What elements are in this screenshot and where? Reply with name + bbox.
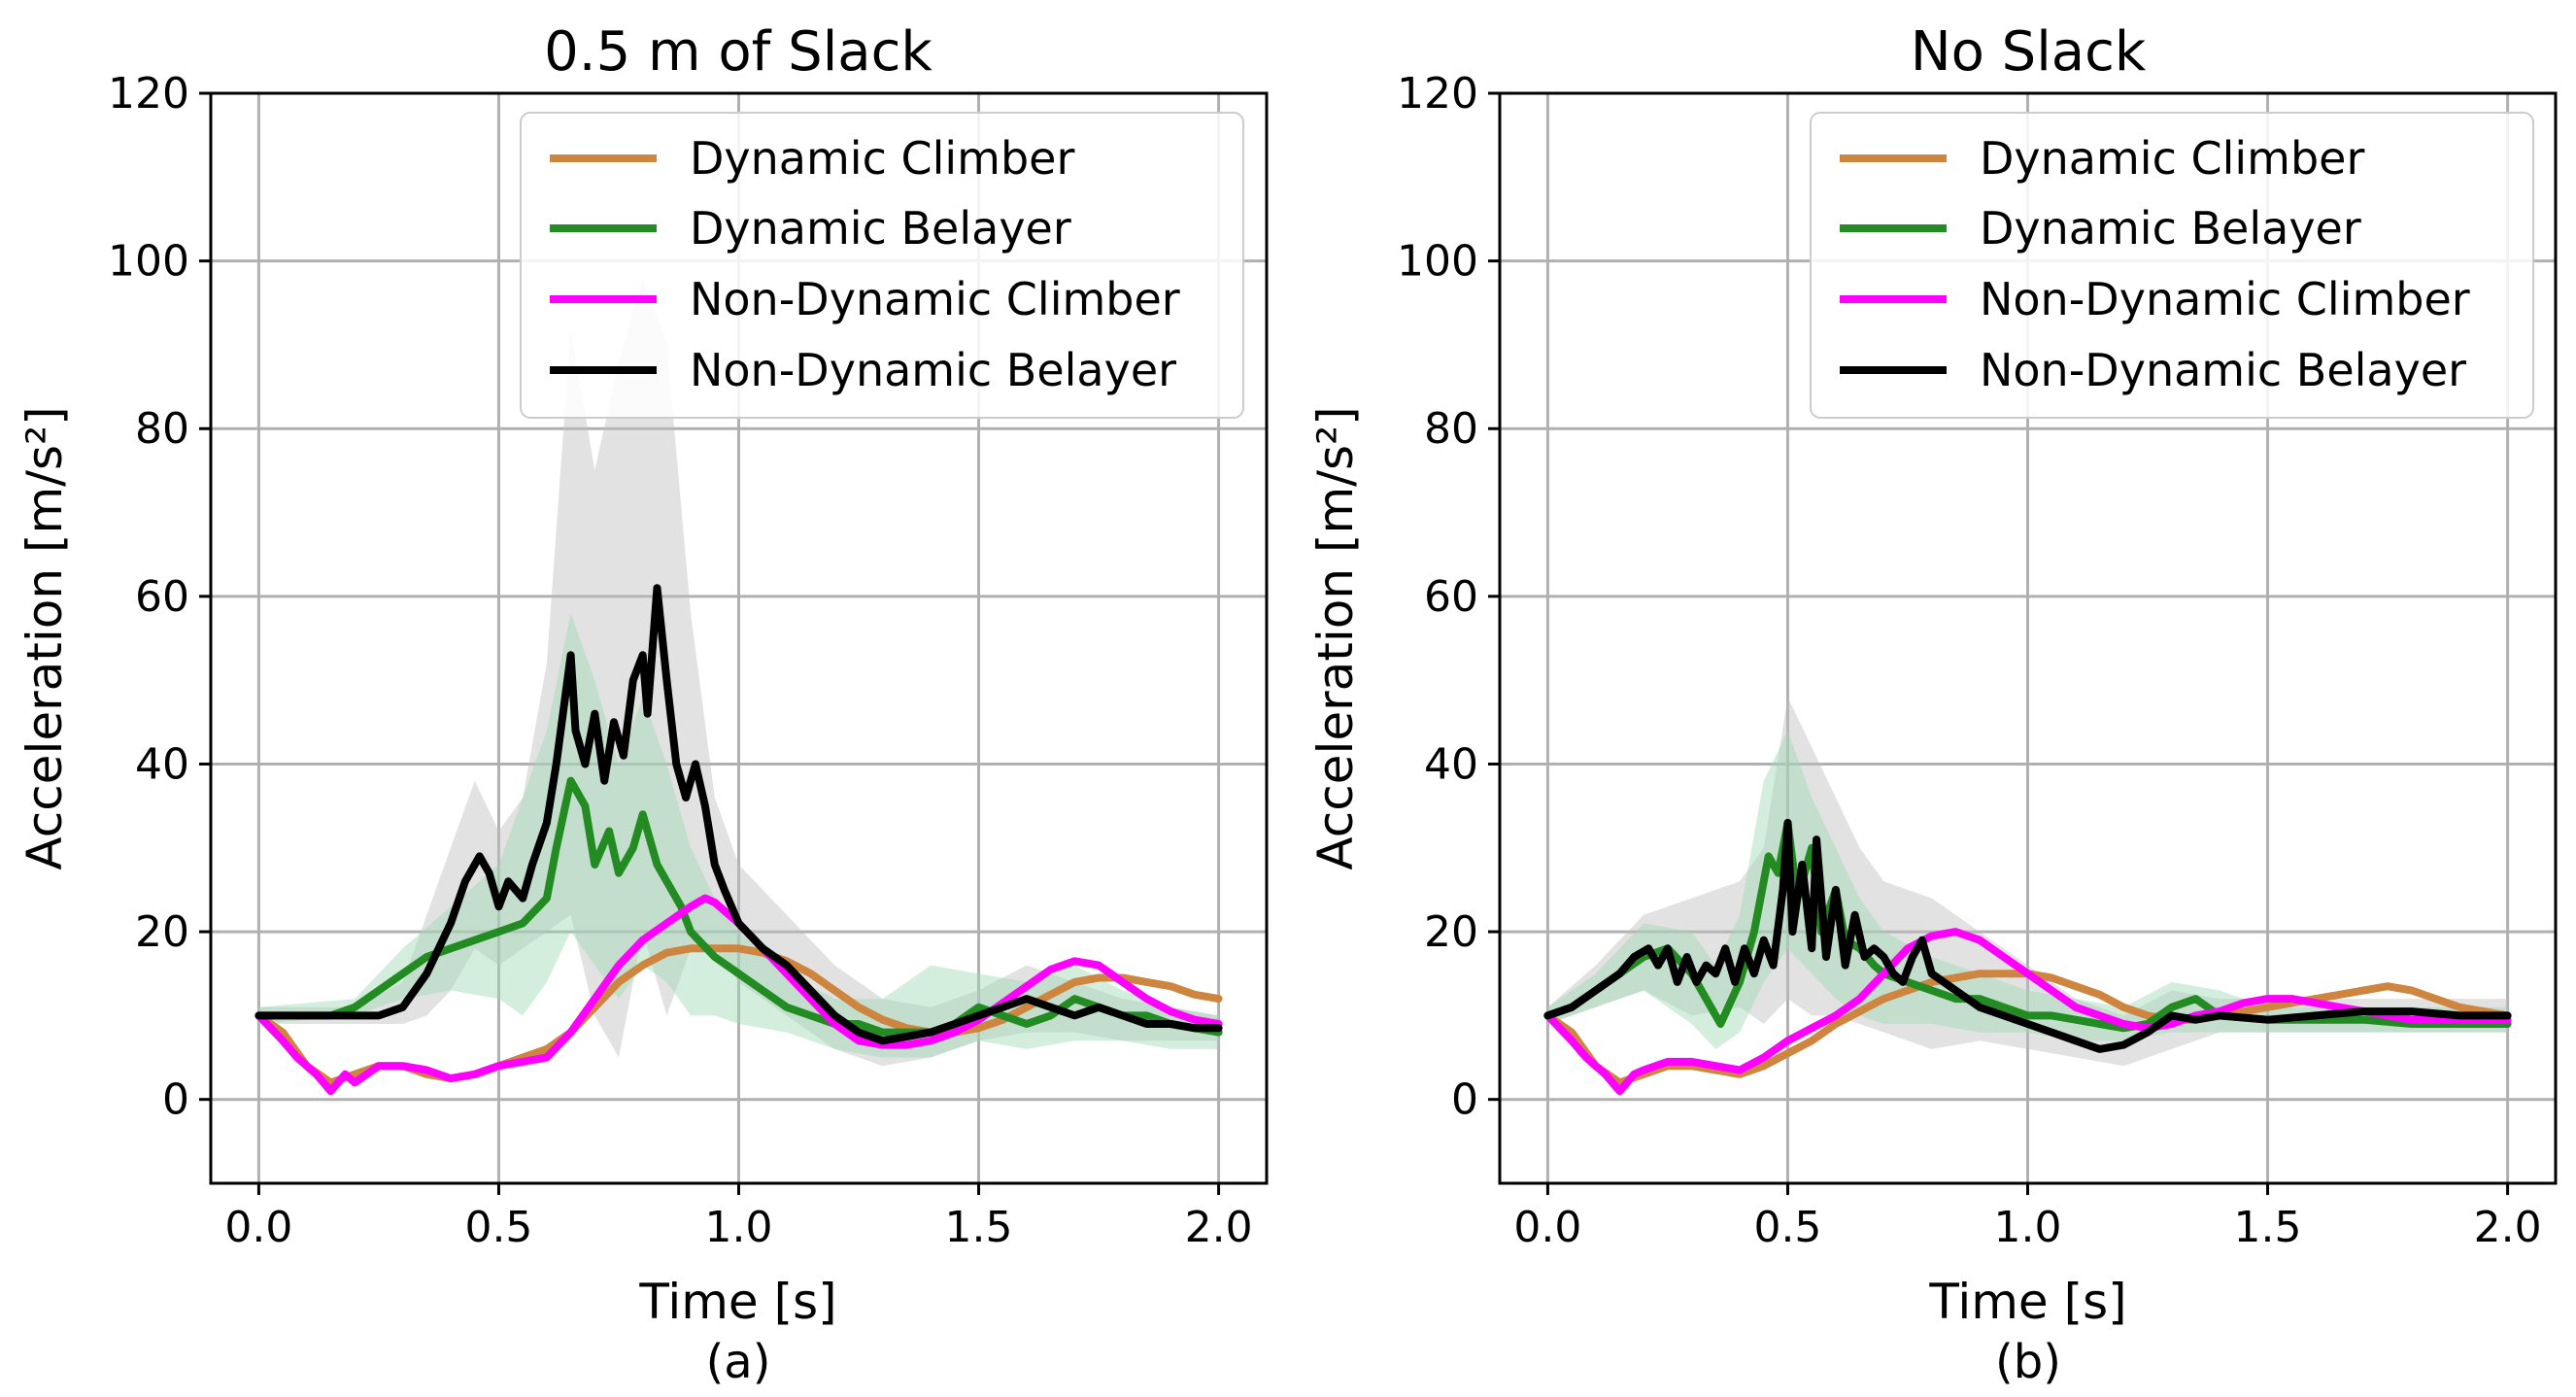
series-line-non-dynamic-belayer — [254, 584, 1223, 1045]
legend-label-non-dynamic-belayer: Non-Dynamic Belayer — [1980, 344, 2466, 396]
legend-label-dynamic-climber: Dynamic Climber — [1980, 132, 2364, 185]
legend-label-non-dynamic-climber: Non-Dynamic Climber — [1980, 273, 2470, 325]
series-line-dynamic-belayer — [254, 776, 1223, 1037]
panel-a-lines — [254, 584, 1223, 1096]
panel-a-x-axis-label: Time [s] — [638, 1274, 836, 1330]
band-dynamic-belayer — [258, 613, 1219, 1058]
x-tick-label: 0.5 — [464, 1203, 532, 1252]
panel-b-y-axis-label: Acceleration [m/s²] — [1307, 406, 1364, 869]
y-tick-label: 80 — [135, 404, 189, 454]
legend-label-non-dynamic-climber: Non-Dynamic Climber — [690, 273, 1180, 325]
y-tick-label: 0 — [1451, 1075, 1478, 1125]
y-tick-label: 20 — [135, 907, 189, 957]
x-tick-label: 1.5 — [945, 1203, 1013, 1252]
panel-b-lines — [1543, 818, 2512, 1096]
panel-b-legend: Dynamic Climber Dynamic Belayer Non-Dyna… — [1810, 112, 2534, 419]
y-tick-label: 120 — [108, 69, 189, 119]
series-line-non-dynamic-belayer — [1543, 818, 2512, 1053]
x-tick-label: 1.5 — [2234, 1203, 2302, 1252]
y-tick-label: 100 — [1397, 237, 1478, 287]
series-line-dynamic-belayer — [1543, 818, 2512, 1033]
x-tick-label: 1.0 — [1994, 1203, 2062, 1252]
panel-b-title: No Slack — [1911, 20, 2147, 84]
x-tick-label: 0.0 — [1513, 1203, 1581, 1252]
x-tick-label: 1.0 — [705, 1203, 773, 1252]
legend-label-dynamic-climber: Dynamic Climber — [690, 132, 1074, 185]
x-tick-label: 0.0 — [224, 1203, 292, 1252]
panel-a-ticks: 0.0 0.5 1.0 1.5 2.0 0 20 40 60 80 100 120 — [108, 69, 1253, 1252]
panel-b-label: (b) — [1995, 1335, 2061, 1389]
band-non-dynamic-belayer — [1547, 697, 2508, 1067]
y-tick-label: 0 — [162, 1075, 189, 1125]
y-tick-label: 40 — [135, 739, 189, 789]
y-tick-label: 120 — [1397, 69, 1478, 119]
panel-a-bands — [258, 277, 1219, 1067]
band-dynamic-belayer — [1547, 730, 2508, 1049]
series-line-non-dynamic-climber — [254, 894, 1223, 1096]
band-non-dynamic-belayer — [258, 277, 1219, 1067]
panel-a-title: 0.5 m of Slack — [544, 20, 932, 84]
y-tick-label: 100 — [108, 237, 189, 287]
legend-label-dynamic-belayer: Dynamic Belayer — [690, 202, 1071, 255]
panel-a-legend-box — [520, 112, 1244, 419]
series-line-non-dynamic-climber — [1543, 928, 2512, 1096]
x-tick-label: 0.5 — [1753, 1203, 1821, 1252]
y-tick-label: 40 — [1424, 739, 1478, 789]
panel-b-ticks: 0.0 0.5 1.0 1.5 2.0 0 20 40 60 80 100 120 — [1397, 69, 2542, 1252]
panel-b-x-axis-label: Time [s] — [1928, 1274, 2126, 1330]
x-tick-label: 2.0 — [2474, 1203, 2542, 1252]
panel-b-legend-box — [1810, 112, 2534, 419]
legend-label-dynamic-belayer: Dynamic Belayer — [1980, 202, 2361, 255]
panel-a-y-axis-label: Acceleration [m/s²] — [17, 406, 73, 869]
panel-b-bands — [1547, 697, 2508, 1067]
y-tick-label: 80 — [1424, 404, 1478, 454]
y-tick-label: 60 — [1424, 572, 1478, 622]
y-tick-label: 60 — [135, 572, 189, 622]
panel-a-label: (a) — [706, 1335, 771, 1389]
panel-a-legend: Dynamic Climber Dynamic Belayer Non-Dyna… — [520, 112, 1244, 419]
panel-a: 0.0 0.5 1.0 1.5 2.0 0 20 40 60 80 100 120 0.5 m of … — [17, 20, 1269, 1389]
y-tick-label: 20 — [1424, 907, 1478, 957]
x-tick-label: 2.0 — [1185, 1203, 1253, 1252]
legend-label-non-dynamic-belayer: Non-Dynamic Belayer — [690, 344, 1176, 396]
